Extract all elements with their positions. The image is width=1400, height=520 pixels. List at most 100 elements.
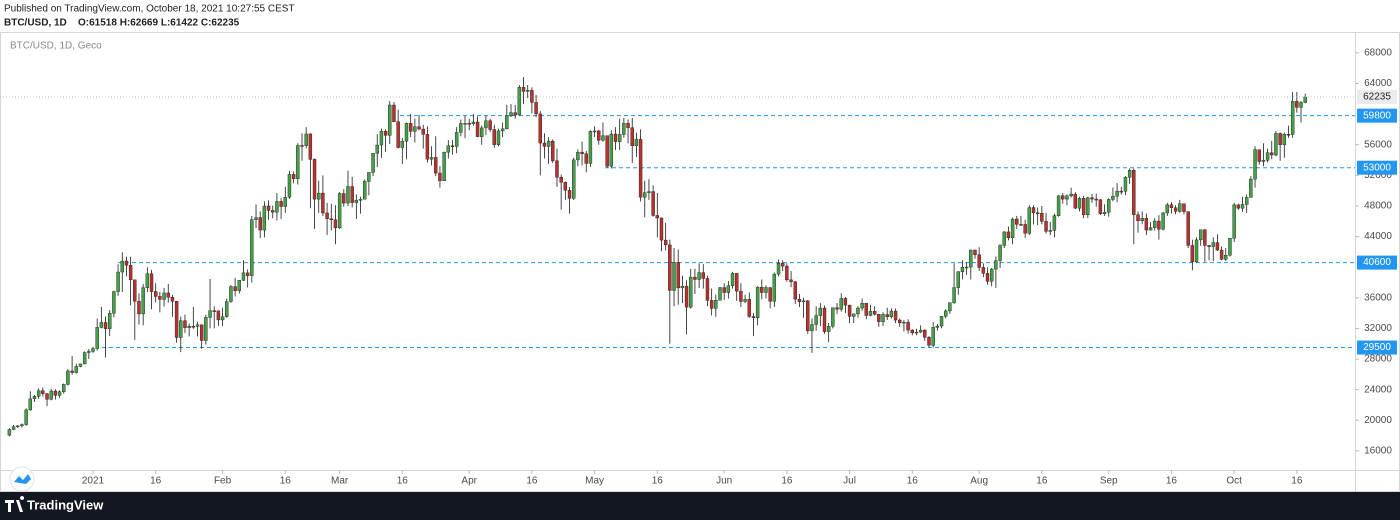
x-tick-label: Mar [331, 476, 349, 487]
candle-body [1015, 218, 1019, 225]
candle-body [350, 186, 354, 203]
candle-body [417, 126, 421, 130]
candle-body [112, 291, 116, 314]
chart-title: BTC/USD, 1D, Geco [10, 41, 102, 52]
candle-body [137, 301, 141, 315]
candle-body [484, 120, 488, 129]
candle-body [643, 192, 647, 198]
candle-body [1178, 203, 1182, 212]
candle-body [337, 193, 342, 229]
candle-body [973, 249, 977, 255]
candle-body [572, 159, 576, 199]
candle-body [609, 133, 614, 167]
candle-body [1002, 231, 1006, 246]
candle-body [622, 123, 626, 135]
candle-body [931, 327, 935, 346]
candle-body [291, 174, 296, 179]
candle-body [793, 281, 797, 300]
candle-body [1232, 204, 1236, 239]
candle-body [1157, 220, 1161, 230]
candle-body [237, 280, 242, 291]
candle-body [287, 174, 292, 198]
candle-body [262, 205, 267, 231]
candle-body [11, 426, 16, 430]
candle-body [459, 123, 463, 133]
candle-body [1169, 204, 1174, 208]
candle-body [1265, 152, 1270, 161]
candle-body [1023, 224, 1027, 234]
candle-body [496, 130, 501, 145]
candle-body [57, 391, 62, 396]
candle-body [245, 272, 250, 276]
candle-body [225, 301, 229, 317]
ohlc-readout: O:61518 H:62669 L:61422 C:62235 [78, 18, 240, 29]
candle-body [735, 273, 739, 292]
candle-body [258, 217, 262, 231]
candle-body [651, 191, 655, 216]
candle-body [1286, 134, 1291, 136]
candle-body [1010, 218, 1015, 239]
candle-body [128, 265, 133, 281]
candle-body [78, 363, 83, 367]
candle-body [505, 115, 509, 130]
candle-body [893, 310, 898, 321]
x-tick-label: 16 [1291, 476, 1303, 487]
candle-body [1228, 237, 1232, 256]
candle-body [254, 217, 258, 220]
level-label: 53000 [1363, 162, 1391, 173]
candle-body [325, 212, 329, 219]
candle-body [1052, 215, 1057, 231]
candle-body [1257, 149, 1261, 162]
level-label-box [1357, 108, 1397, 123]
candle-body [492, 129, 496, 145]
candle-body [1098, 199, 1103, 214]
candle-body [952, 287, 956, 303]
candle-body [672, 262, 676, 291]
candle-body [1094, 198, 1098, 201]
candle-body [480, 127, 484, 137]
candle-body [751, 316, 756, 318]
x-tick-label: 16 [150, 476, 162, 487]
candle-body [969, 249, 973, 268]
candle-body [199, 324, 204, 341]
candle-body [843, 298, 848, 306]
candle-body [526, 90, 530, 92]
candle-body [300, 145, 304, 147]
candle-body [74, 366, 78, 373]
candle-body [1182, 203, 1186, 212]
candle-body [810, 324, 814, 332]
level-label-box [1357, 340, 1397, 355]
candle-body [613, 133, 618, 142]
candle-body [990, 268, 994, 282]
candle-body [689, 276, 693, 308]
candle-body [450, 145, 455, 148]
candle-body [32, 396, 37, 400]
candle-body [964, 266, 969, 269]
candle-body [158, 296, 162, 300]
y-tick-label: 48000 [1364, 201, 1392, 212]
candle-body [605, 135, 609, 167]
candle-body [275, 201, 279, 213]
candle-body [818, 307, 823, 316]
candle-body [1194, 239, 1199, 263]
candle-body [133, 279, 137, 302]
candle-body [1249, 178, 1253, 198]
y-tick-label: 52000 [1364, 170, 1392, 181]
candle-body [785, 265, 789, 281]
candle-body [663, 239, 668, 246]
candle-body [120, 260, 124, 273]
candle-body [760, 286, 764, 293]
candle-body [1282, 134, 1287, 145]
candle-body [680, 285, 685, 289]
candle-body [726, 285, 731, 293]
level-label: 59800 [1363, 110, 1391, 121]
candle-body [1077, 198, 1082, 209]
candle-body [588, 131, 593, 164]
candle-body [1069, 193, 1073, 197]
candle-body [396, 121, 400, 148]
x-tick-label: Jul [843, 476, 856, 487]
candle-body [948, 302, 952, 312]
candle-body [1123, 176, 1128, 192]
